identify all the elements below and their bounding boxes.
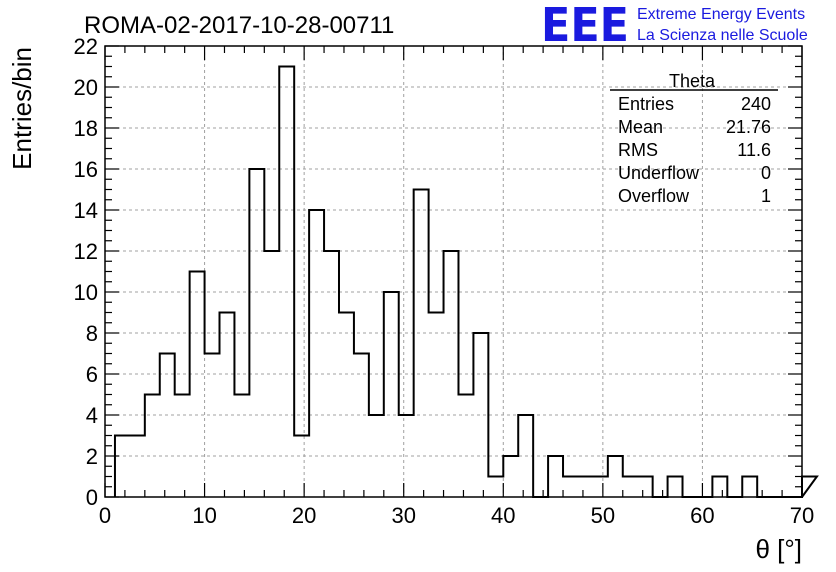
stats-row-label: Mean [618, 117, 663, 137]
histogram-bin [473, 333, 488, 497]
histogram-bin [742, 477, 757, 498]
histogram-bin [160, 354, 175, 498]
histogram-bin [145, 395, 160, 498]
histogram-bin [518, 415, 533, 497]
y-tick-label: 16 [74, 157, 98, 182]
histogram-bin [458, 395, 473, 498]
histogram-bin [175, 395, 190, 498]
y-tick-label: 18 [74, 116, 98, 141]
x-tick-label: 10 [192, 503, 216, 528]
histogram-bin [369, 415, 384, 497]
histogram-bin [190, 272, 205, 498]
histogram-bin [712, 477, 727, 498]
y-tick-label: 6 [86, 362, 98, 387]
x-tick-labels: 0 10 20 30 40 50 60 70 [99, 503, 814, 528]
histogram-bin [623, 477, 638, 498]
stats-row-label: RMS [618, 140, 658, 160]
eee-logo: EEE Extreme Energy Events La Scienza nel… [541, 0, 808, 52]
x-tick-label: 60 [690, 503, 714, 528]
stats-row-label: Overflow [618, 186, 690, 206]
stats-box-title: Theta [669, 71, 716, 91]
y-tick-label: 0 [86, 485, 98, 510]
y-tick-labels: 0 2 4 6 8 10 12 14 16 18 20 22 [74, 34, 98, 510]
histogram-bin [399, 415, 414, 497]
logo-line2: La Scienza nelle Scuole [637, 27, 808, 44]
histogram-bin [414, 190, 429, 498]
histogram-bin [339, 313, 354, 498]
histogram-bin [429, 313, 444, 498]
chart-title: ROMA-02-2017-10-28-00711 [84, 12, 394, 39]
histogram-bin [115, 436, 130, 498]
x-axis-label: θ [°] [755, 534, 802, 564]
x-tick-label: 0 [99, 503, 111, 528]
stats-row-value: 1 [761, 186, 771, 206]
stats-row-value: 240 [741, 94, 771, 114]
histogram-bin [354, 354, 369, 498]
histogram-bin [593, 477, 608, 498]
x-tick-label: 20 [292, 503, 316, 528]
histogram-bin [234, 395, 249, 498]
histogram-bin [220, 313, 235, 498]
y-tick-label: 4 [86, 403, 98, 428]
histogram-bin [488, 477, 503, 498]
y-tick-label: 12 [74, 239, 98, 264]
y-tick-label: 22 [74, 34, 98, 59]
stats-row-value: 21.76 [726, 117, 771, 137]
x-tick-label: 40 [491, 503, 515, 528]
histogram-bin [444, 251, 459, 497]
histogram-bin [249, 169, 264, 497]
logo-line1: Extreme Energy Events [637, 6, 805, 23]
axis-ticks [104, 45, 803, 498]
histogram-bin [548, 456, 563, 497]
stats-box: Theta Entries 240 Mean 21.76 RMS 11.6 Underflo… [610, 71, 778, 206]
histogram-bin [264, 251, 279, 497]
histogram-bin [324, 251, 339, 497]
histogram-bin [563, 477, 578, 498]
histogram-bin [294, 436, 309, 498]
y-tick-label: 20 [74, 75, 98, 100]
histogram-bin [384, 292, 399, 497]
grid-lines [105, 46, 802, 497]
y-tick-label: 2 [86, 444, 98, 469]
stats-row-value: 0 [761, 163, 771, 183]
x-tick-label: 30 [391, 503, 415, 528]
y-tick-label: 14 [74, 198, 98, 223]
x-tick-label: 50 [591, 503, 615, 528]
histogram-bin [279, 67, 294, 498]
logo-mark: EEE [541, 0, 629, 52]
histogram-series [113, 65, 819, 498]
histogram-bin [578, 477, 593, 498]
stats-row-value: 11.6 [737, 140, 771, 160]
stats-row-label: Entries [618, 94, 674, 114]
stats-row-label: Underflow [618, 163, 700, 183]
histogram-bin [802, 477, 817, 498]
x-tick-label: 70 [790, 503, 814, 528]
histogram-bin [130, 436, 145, 498]
y-axis-label: Entries/bin [7, 47, 37, 170]
histogram-bin [205, 354, 220, 498]
histogram-bin [503, 456, 518, 497]
histogram-bin [668, 477, 683, 498]
histogram-bin [309, 210, 324, 497]
y-tick-label: 8 [86, 321, 98, 346]
histogram-bin [608, 456, 623, 497]
histogram-bin [638, 477, 653, 498]
y-tick-label: 10 [74, 280, 98, 305]
